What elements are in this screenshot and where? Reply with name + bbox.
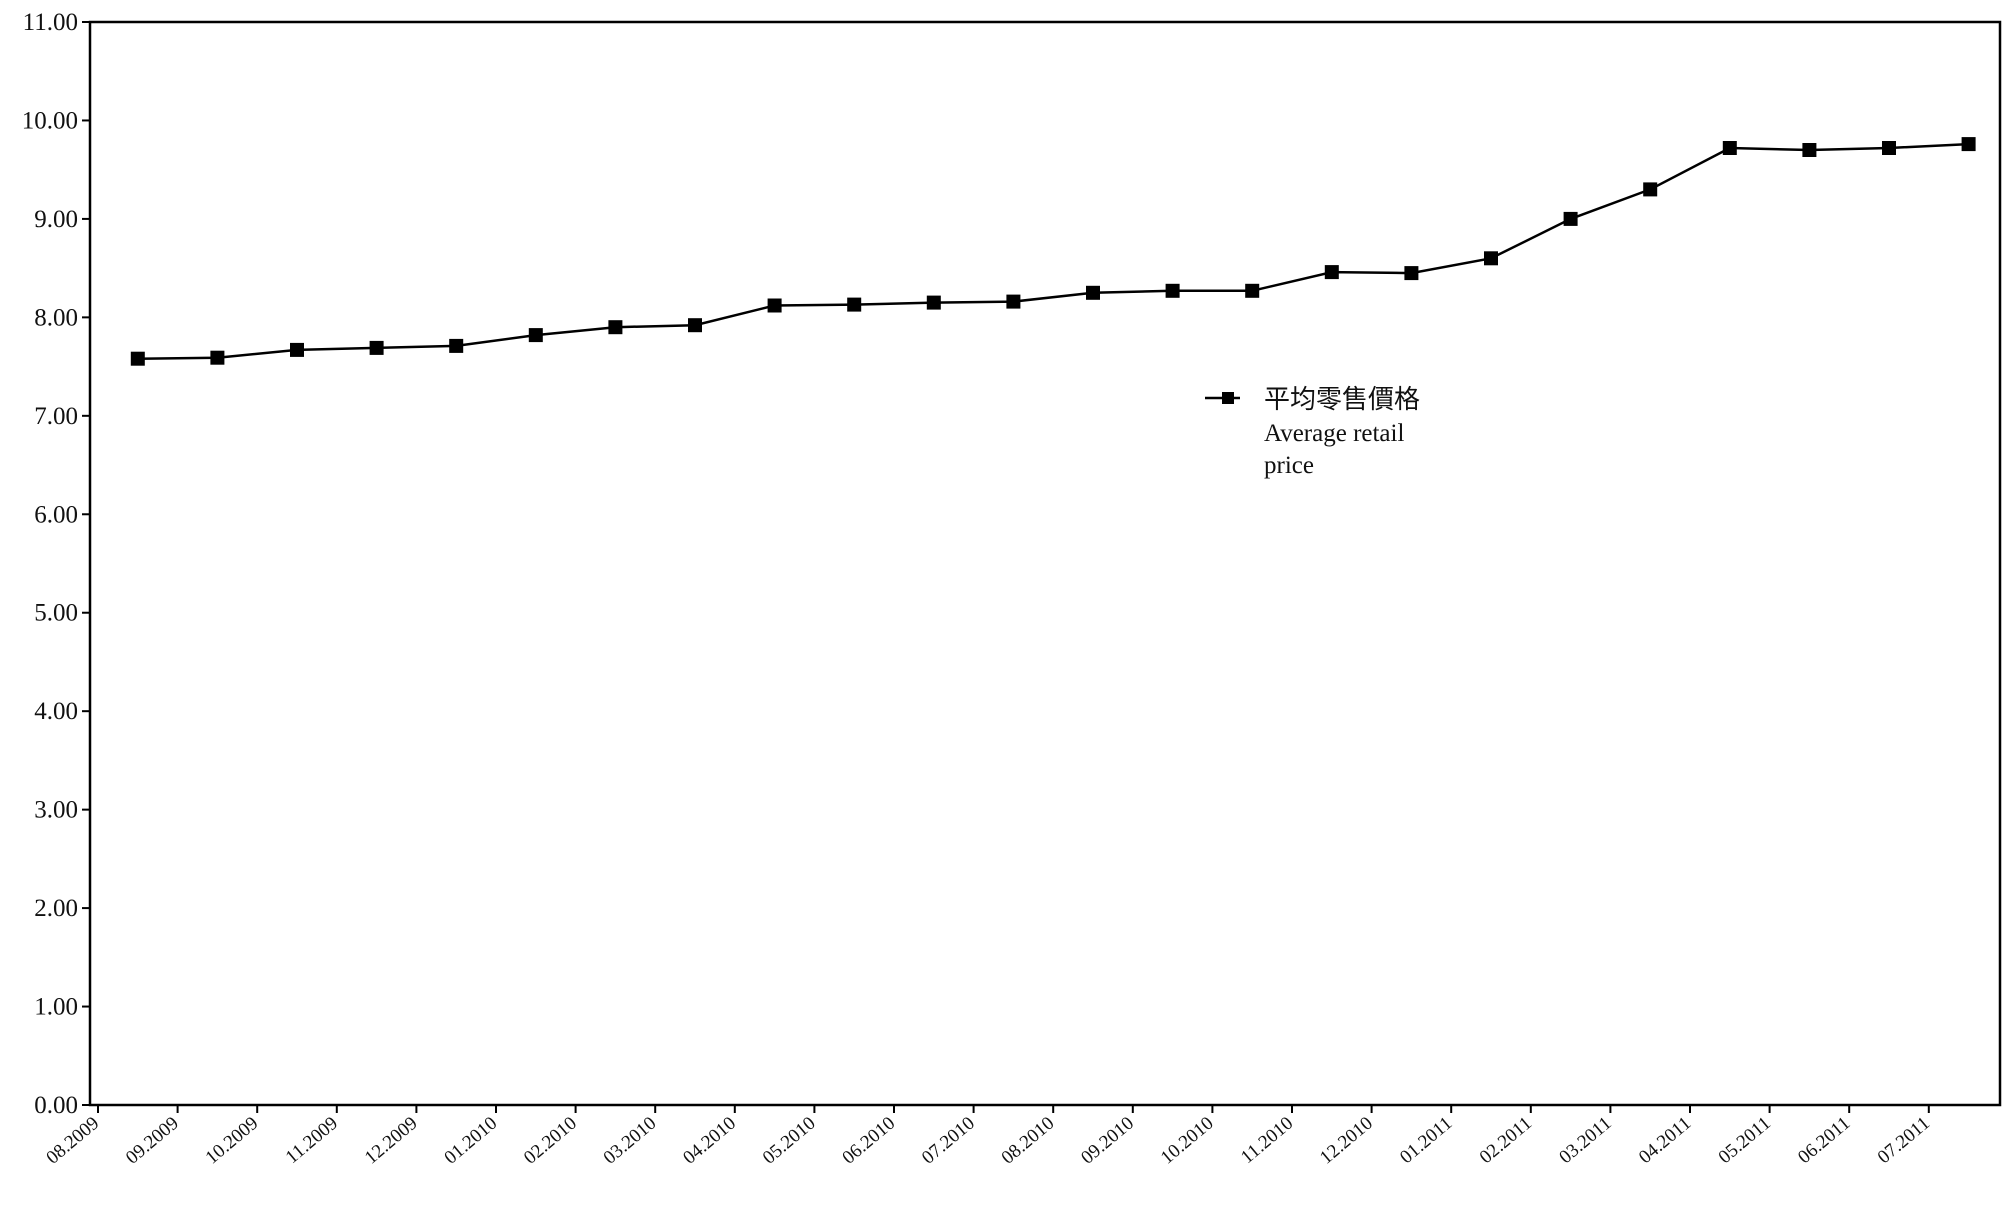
y-tick-label: 1.00 [34,994,78,1021]
y-tick-label: 9.00 [34,206,78,233]
data-point-marker [449,338,464,353]
data-point-marker [1324,265,1339,280]
data-point-marker [290,342,304,357]
data-point-marker [1563,211,1578,226]
data-point-marker [1006,294,1021,309]
x-tick-label: 03.2011 [1555,1113,1615,1168]
x-tick-label: 05.2011 [1715,1113,1775,1168]
y-tick-label: 6.00 [34,501,78,528]
legend: 平均零售價格 Average retail price [1205,385,1420,479]
data-point-marker [1802,143,1817,157]
data-point-marker [1245,283,1260,298]
x-tick-label: 11.2010 [1237,1113,1297,1168]
y-tick-label: 10.00 [22,107,78,134]
data-point-marker [528,328,543,343]
x-tick-label: 05.2010 [759,1113,820,1169]
y-tick-label: 3.00 [34,797,78,824]
data-point-marker [210,350,225,365]
x-tick-label: 02.2011 [1476,1113,1536,1168]
data-point-marker [608,320,623,335]
y-tick-label: 0.00 [34,1092,78,1119]
x-tick-label: 08.2009 [42,1113,103,1169]
x-tick-label: 07.2010 [918,1113,979,1169]
x-tick-label: 09.2010 [1077,1113,1138,1169]
x-tick-label: 09.2009 [122,1113,183,1169]
data-point-marker [847,297,862,312]
data-point-marker [1086,285,1100,300]
y-tick-label: 2.00 [34,895,78,922]
x-tick-label: 11.2009 [282,1113,342,1168]
data-point-marker [1643,182,1658,197]
plot-frame [88,20,2002,1107]
y-tick-label: 5.00 [34,600,78,627]
data-point-marker [1882,141,1896,155]
data-point-marker [1165,283,1180,298]
series-line-average-retail-price [137,142,1969,360]
x-tick-label: 07.2011 [1874,1113,1934,1168]
x-tick-label: 04.2010 [679,1113,740,1169]
data-point-marker [1961,137,1976,152]
x-tick-label: 03.2010 [600,1113,661,1169]
x-tick-label: 06.2010 [838,1113,899,1169]
x-tick-label: 08.2010 [998,1113,1059,1169]
x-axis: 08.2009 09.2009 10.2009 11.2009 12.2009 01.20… [42,1105,1934,1169]
y-tick-label: 8.00 [34,304,78,331]
data-point-marker [1722,141,1737,155]
data-point-marker [1404,266,1419,281]
x-tick-label: 04.2011 [1635,1113,1695,1168]
x-tick-label: 01.2010 [440,1113,501,1169]
x-tick-label: 12.2010 [1316,1113,1377,1169]
data-point-marker [688,318,702,333]
x-tick-label: 10.2009 [202,1113,263,1169]
data-point-marker [369,340,384,355]
legend-label-en-line1: Average retail [1264,420,1404,447]
x-tick-label: 06.2011 [1794,1113,1854,1168]
x-tick-label: 02.2010 [520,1113,581,1169]
data-point-marker [1484,251,1498,266]
y-axis: 0.00 1.00 2.00 3.00 4.00 5.00 6.00 7.00 8.00 9.00… [22,9,90,1119]
x-tick-label: 12.2009 [361,1113,422,1169]
series-markers [130,137,1976,366]
data-point-marker [130,351,145,366]
legend-label-en-line2: price [1264,452,1314,479]
y-tick-label: 7.00 [34,403,78,430]
legend-label-zh: 平均零售價格 [1264,385,1420,415]
data-point-marker [767,298,782,313]
x-tick-label: 01.2011 [1396,1113,1456,1168]
legend-marker-swatch [1222,392,1234,404]
data-point-marker [926,295,941,310]
x-tick-label: 10.2010 [1157,1113,1218,1169]
y-tick-label: 4.00 [34,698,78,725]
y-tick-label: 11.00 [23,9,78,36]
